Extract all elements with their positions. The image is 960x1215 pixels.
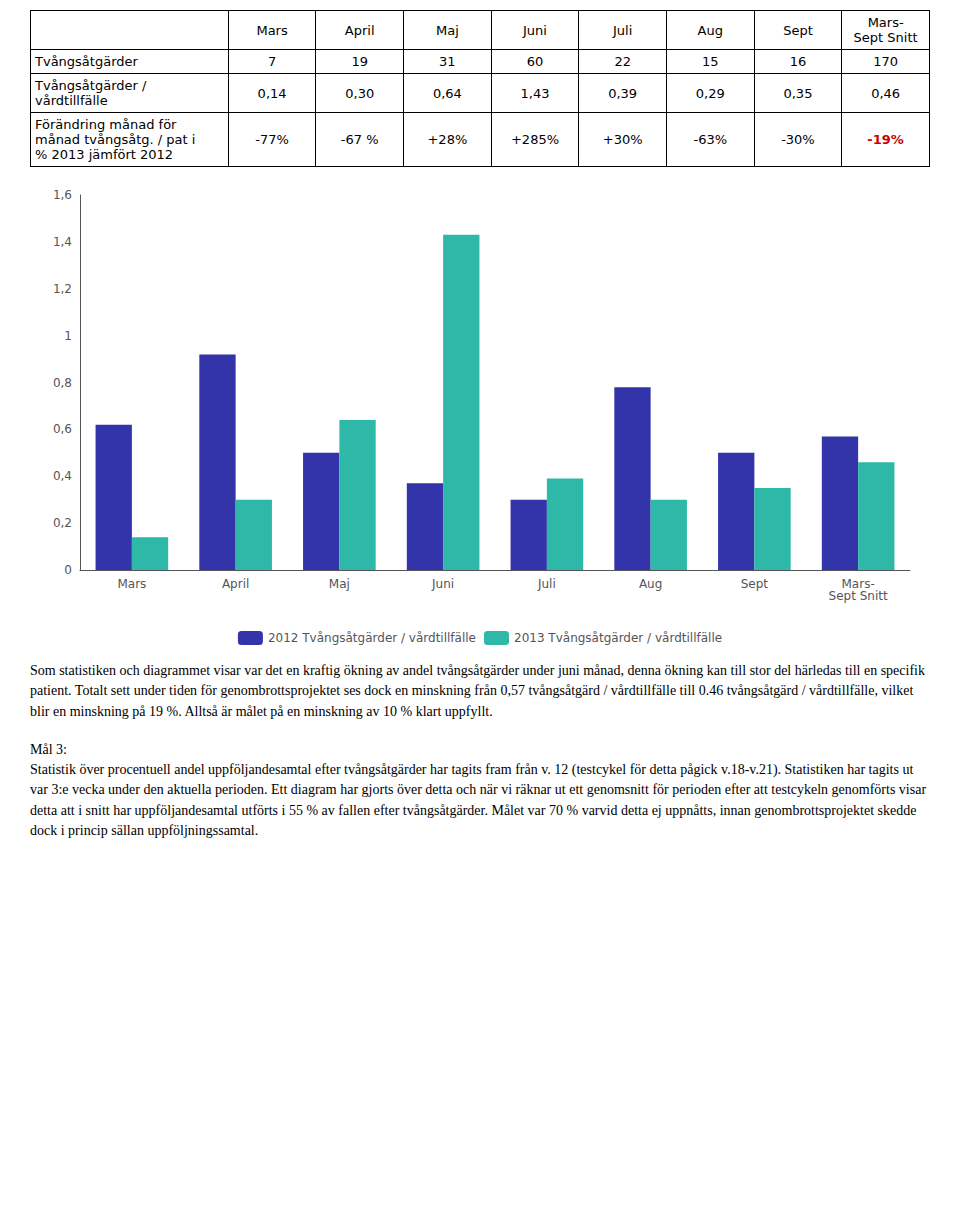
html-text:Juli: Juli <box>613 22 633 38</box>
html-text:0,30: 0,30 <box>345 85 375 101</box>
html-text:0,29: 0,29 <box>695 85 725 101</box>
html-text:Tvångsåtgärder / vårdtillfälle: Tvångsåtgärder / vårdtillfälle <box>35 78 147 108</box>
svg-text:Mars: Mars <box>117 577 146 591</box>
html-text:0,39: 0,39 <box>608 85 638 101</box>
svg-text:0,6: 0,6 <box>53 422 72 436</box>
html-text:+285%: +285% <box>511 132 559 147</box>
html-text:170: 170 <box>873 54 898 69</box>
svg-text:1: 1 <box>64 329 72 343</box>
svg-text:April: April <box>222 577 249 591</box>
svg-text:Juli: Juli <box>537 577 556 591</box>
svg-text:0,8: 0,8 <box>53 376 72 390</box>
html-text:1,43: 1,43 <box>520 85 550 101</box>
html-text:16: 16 <box>789 54 807 69</box>
html-text:Mars: Mars <box>256 22 288 38</box>
html-text:15: 15 <box>702 54 719 69</box>
svg-text:0,4: 0,4 <box>53 469 72 483</box>
html-text:0,64: 0,64 <box>432 85 462 101</box>
html-text:Aug: Aug <box>697 22 723 38</box>
html-text:-77%: -77% <box>255 132 289 147</box>
html-text:0,46: 0,46 <box>871 85 901 101</box>
html-text:Sept: Sept <box>783 22 813 38</box>
svg-text:1,4: 1,4 <box>53 235 72 249</box>
svg-text:Sept: Sept <box>741 577 769 591</box>
html-text:0,35: 0,35 <box>783 85 813 101</box>
html-text:-30%: -30% <box>781 132 815 147</box>
html-text:0,14: 0,14 <box>257 85 287 101</box>
html-text:Mål 3: Statistik över procentu: Mål 3: Statistik över procentuell andel … <box>30 741 930 839</box>
html-text:31: 31 <box>439 54 456 69</box>
svg-text:1,6: 1,6 <box>53 188 72 202</box>
html-text:-63%: -63% <box>693 132 728 147</box>
html-text:Förändring månad för månad två: Förändring månad för månad tvångsåtg. / … <box>35 117 196 162</box>
html-text:+30%: +30% <box>602 132 643 147</box>
html-text:Tvångsåtgärder: Tvångsåtgärder <box>35 54 138 69</box>
html-text:Juni: Juni <box>523 22 547 38</box>
html-text:April: April <box>344 22 375 38</box>
html-text:60: 60 <box>526 54 544 69</box>
html-text:19: 19 <box>351 54 368 69</box>
html-text:22: 22 <box>614 54 631 69</box>
html-text:Mars- Sept Snitt: Mars- Sept Snitt <box>853 15 918 45</box>
svg-text:Aug: Aug <box>639 577 662 591</box>
html-text:-19%: -19% <box>867 132 904 147</box>
svg-text:2013 Tvångsåtgärder / vårdtill: 2013 Tvångsåtgärder / vårdtillfälle <box>514 631 722 645</box>
svg-text:0,2: 0,2 <box>53 516 72 530</box>
html-text:7: 7 <box>267 54 277 69</box>
svg-text:Mars-: Mars- <box>841 577 875 591</box>
svg-text:2012 Tvångsåtgärder / vårdtill: 2012 Tvångsåtgärder / vårdtillfälle <box>268 631 476 645</box>
html-text:-67 %: -67 % <box>340 132 379 147</box>
html-text:Maj: Maj <box>436 22 459 38</box>
svg-text:Juni: Juni <box>431 577 454 591</box>
html-text:Som statistiken och diagrammet: Som statistiken och diagrammet visar var… <box>30 663 929 719</box>
svg-text:1,2: 1,2 <box>53 282 72 296</box>
html-text:+28%: +28% <box>427 132 468 147</box>
svg-text:Maj: Maj <box>329 577 350 591</box>
svg-text:Sept Snitt: Sept Snitt <box>829 589 888 603</box>
svg-text:0: 0 <box>64 563 72 577</box>
